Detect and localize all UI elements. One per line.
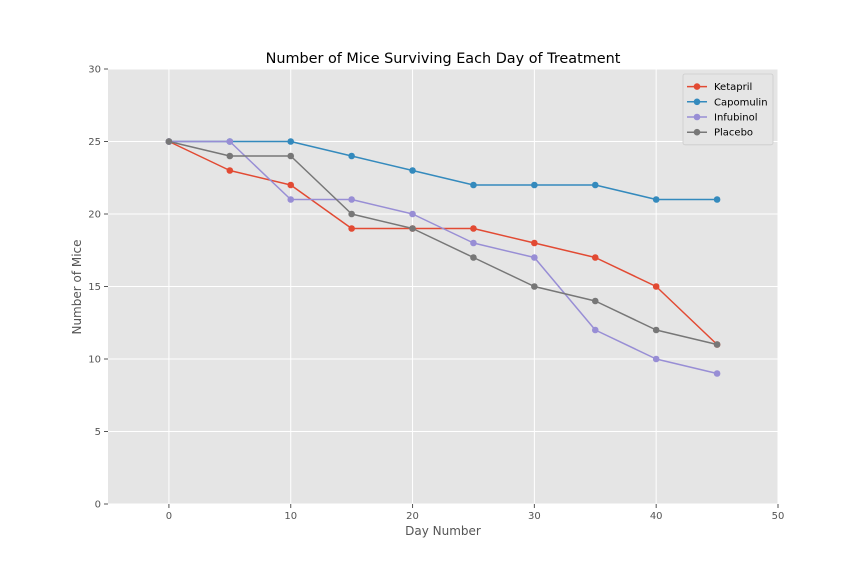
y-tick-label: 25 <box>88 137 101 148</box>
data-point-capomulin <box>287 138 295 145</box>
series-placebo <box>165 138 721 348</box>
x-tick-label: 10 <box>284 511 297 522</box>
data-point-capomulin <box>470 181 477 189</box>
y-tick-label: 30 <box>88 65 101 76</box>
data-point-placebo <box>348 210 355 218</box>
series-line-capomulin <box>168 140 718 201</box>
data-point-capomulin <box>409 167 416 174</box>
data-point-infubinol <box>531 254 538 261</box>
y-tick-label: 5 <box>95 427 101 438</box>
y-tick-label: 15 <box>88 282 101 293</box>
series-line-placebo <box>168 140 718 346</box>
legend-label-capomulin: Capomulin <box>714 97 768 108</box>
legend-marker-ketapril <box>693 83 701 90</box>
data-point-infubinol <box>713 370 721 377</box>
data-point-infubinol <box>591 326 599 334</box>
data-point-placebo <box>713 341 721 348</box>
legend: Ketapril Capomulin Infubinol Placebo <box>682 73 774 146</box>
x-tick-label: 0 <box>166 511 172 522</box>
series-line-infubinol <box>168 140 718 375</box>
data-point-infubinol <box>287 196 295 203</box>
series-infubinol <box>165 138 721 377</box>
data-point-infubinol <box>348 196 355 203</box>
y-tick-label: 0 <box>95 500 101 511</box>
data-point-ketapril <box>348 225 355 232</box>
data-point-ketapril <box>287 181 295 189</box>
x-tick-label: 20 <box>406 511 419 522</box>
x-tick-label: 30 <box>528 511 541 522</box>
data-point-ketapril <box>531 239 538 247</box>
data-point-ketapril <box>226 167 234 174</box>
data-point-placebo <box>226 152 234 160</box>
series-lines <box>165 138 721 377</box>
x-tick-label: 40 <box>650 511 663 522</box>
data-point-infubinol <box>226 138 234 145</box>
legend-marker-infubinol <box>693 113 701 121</box>
data-point-ketapril <box>591 254 599 261</box>
grid-lines <box>108 68 779 505</box>
data-point-infubinol <box>470 239 477 247</box>
legend-box <box>682 73 774 146</box>
x-axis-label: Day Number <box>405 524 481 538</box>
legend-marker-placebo <box>693 128 701 136</box>
chart-title: Number of Mice Surviving Each Day of Tre… <box>266 51 621 67</box>
legend-marker-capomulin <box>693 98 701 106</box>
data-point-placebo <box>652 326 660 334</box>
axes: 0 10 20 30 40 50 0 5 10 15 20 25 30 <box>88 65 784 523</box>
data-point-placebo <box>531 283 538 290</box>
y-tick-label: 10 <box>88 355 101 366</box>
data-point-placebo <box>165 138 173 145</box>
x-tick-label: 50 <box>772 511 785 522</box>
data-point-placebo <box>470 254 477 261</box>
data-point-capomulin <box>713 196 721 203</box>
data-point-capomulin <box>531 181 538 189</box>
data-point-placebo <box>409 225 416 232</box>
y-axis-label: Number of Mice <box>70 239 84 334</box>
data-point-infubinol <box>409 210 416 218</box>
data-point-capomulin <box>348 152 355 160</box>
data-point-capomulin <box>652 196 660 203</box>
data-point-ketapril <box>470 225 477 232</box>
y-tick-label: 20 <box>88 210 101 221</box>
data-point-placebo <box>287 152 295 160</box>
data-point-capomulin <box>591 181 599 189</box>
legend-label-ketapril: Ketapril <box>714 82 752 93</box>
data-point-infubinol <box>652 355 660 363</box>
data-point-placebo <box>591 297 599 305</box>
legend-label-infubinol: Infubinol <box>714 113 758 124</box>
data-point-ketapril <box>652 283 660 290</box>
legend-label-placebo: Placebo <box>714 128 753 139</box>
